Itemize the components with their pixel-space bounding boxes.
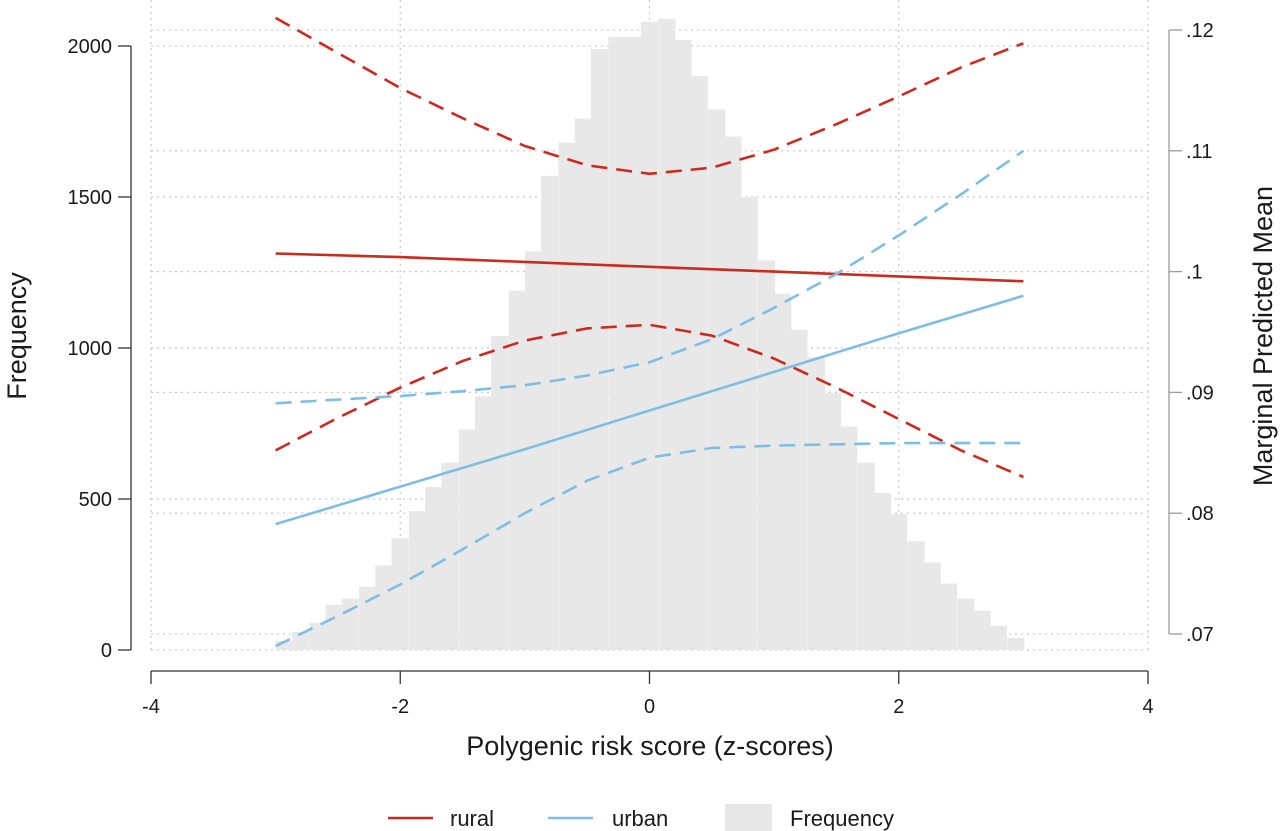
histogram-bar [807, 357, 825, 650]
histogram-bar [857, 462, 875, 650]
histogram-bar [408, 511, 427, 650]
histogram-bar [491, 335, 509, 650]
histogram-bar [989, 625, 1007, 650]
histogram-bar [757, 260, 776, 650]
histogram-bar [590, 49, 609, 650]
histogram-bar [740, 197, 758, 650]
histogram-bar [508, 290, 526, 650]
histogram-bar [790, 329, 808, 650]
histogram-bar [624, 36, 642, 650]
x-tick-label: 2 [893, 696, 904, 718]
histogram-bar [690, 76, 708, 650]
x-tick-label: 0 [644, 696, 655, 718]
histogram-bar [458, 429, 476, 650]
histogram-bar [391, 538, 409, 650]
series-line-rural-ci-upper [274, 16, 1024, 176]
y-left-tick-label: 2000 [68, 36, 113, 58]
legend-label-urban: urban [612, 806, 668, 831]
histogram-bar [359, 586, 377, 650]
histogram-bar [823, 393, 842, 650]
histogram-bar [375, 565, 393, 650]
histogram-bar [291, 631, 310, 650]
x-tick-label: 4 [1142, 696, 1153, 718]
histogram-bar [724, 136, 742, 651]
y-right-tick-label: .08 [1186, 503, 1214, 525]
series-line-rural-ci-lower [274, 323, 1024, 479]
histogram-bar [957, 598, 975, 650]
y-right-tick-label: .12 [1186, 20, 1214, 42]
legend-label-rural: rural [450, 806, 494, 831]
histogram-bar [674, 39, 692, 650]
histogram-bar [890, 514, 908, 650]
series-line-urban [275, 294, 1024, 526]
y-left-tick-label: 500 [79, 489, 112, 511]
histogram-bar [840, 426, 858, 650]
histogram-bar [441, 462, 459, 650]
histogram-bar [574, 118, 592, 651]
histogram-bar [939, 583, 958, 650]
histogram-bar [524, 251, 543, 651]
histogram-bar [558, 142, 576, 650]
legend: rural urban Frequency [388, 804, 894, 831]
y-left-tick-label: 1500 [68, 187, 113, 209]
y-right-tick-label: .1 [1186, 262, 1203, 284]
histogram-bar [1007, 637, 1025, 650]
x-axis-title: Polygenic risk score (z-scores) [466, 731, 834, 761]
y-left-tick-label: 1000 [68, 338, 113, 360]
x-tick-label: -2 [391, 696, 409, 718]
histogram-bar [923, 562, 941, 650]
histogram-bar [640, 21, 658, 650]
axes: -4 -2 0 2 4 0 500 1000 1500 2000 .07 .08 .09 .1 .11 .12 [68, 20, 1214, 718]
x-tick-label: -4 [142, 696, 160, 718]
prediction-lines [274, 16, 1025, 648]
histogram-bar [907, 541, 925, 650]
histogram-bar [475, 396, 493, 650]
y-left-tick-label: 0 [101, 640, 112, 662]
histogram-bar [973, 610, 991, 650]
histogram-bar [774, 293, 792, 650]
y-right-tick-label: .09 [1186, 382, 1214, 404]
frequency-histogram [275, 18, 1025, 651]
y-axis-title-left: Frequency [2, 272, 32, 400]
histogram-bar [708, 109, 726, 651]
histogram-bar [658, 18, 676, 650]
y-axis-title-right: Marginal Predicted Mean [1248, 186, 1278, 486]
histogram-bar [275, 640, 293, 650]
y-right-tick-label: .07 [1186, 624, 1214, 646]
series-line-urban-ci-lower [275, 441, 1024, 648]
histogram-bar [425, 486, 443, 650]
histogram-bar [541, 175, 559, 651]
series-line-rural [275, 252, 1024, 283]
histogram-bar [873, 492, 892, 650]
series-line-urban-ci-upper [275, 149, 1025, 405]
histogram-bar [309, 622, 327, 650]
y-right-tick-label: .11 [1186, 141, 1212, 163]
legend-swatch-frequency [725, 804, 772, 831]
histogram-bar [325, 604, 343, 650]
histogram-bar [608, 36, 626, 650]
legend-label-frequency: Frequency [790, 806, 894, 831]
